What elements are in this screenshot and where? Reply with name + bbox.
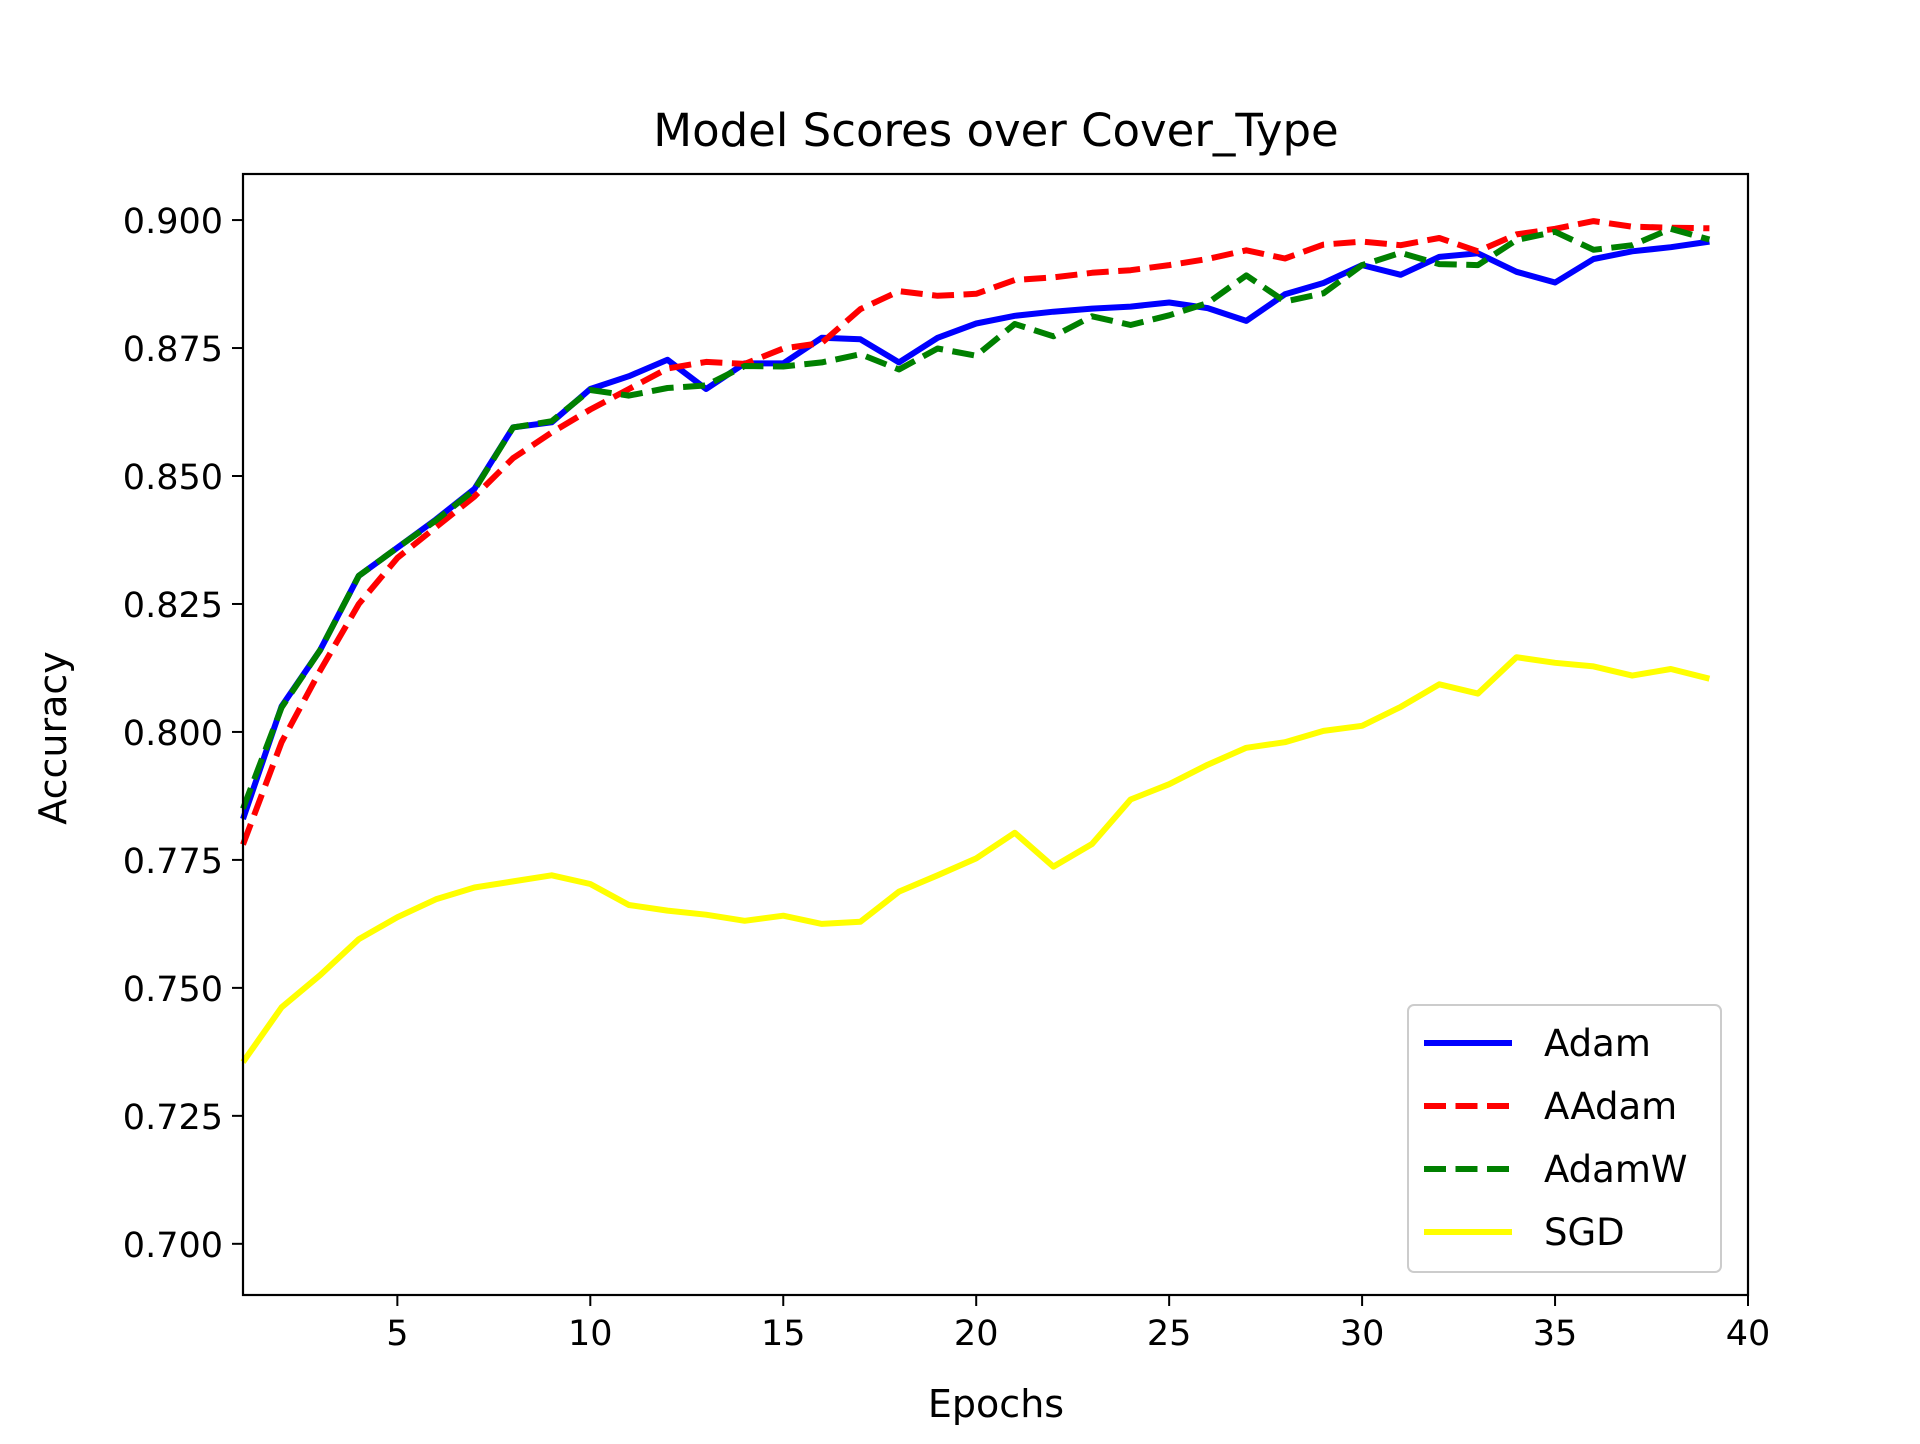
x-axis-label: Epochs	[928, 1382, 1064, 1426]
y-tick-label: 0.900	[123, 202, 223, 242]
legend-label-adamw: AdamW	[1544, 1148, 1687, 1191]
x-tick-label: 10	[568, 1314, 613, 1354]
x-tick-label: 20	[954, 1314, 999, 1354]
x-tick-label: 30	[1340, 1314, 1385, 1354]
chart-title: Model Scores over Cover_Type	[653, 104, 1338, 157]
y-tick-label: 0.825	[123, 586, 223, 626]
legend: Adam AAdam AdamW SGD	[1407, 1004, 1722, 1273]
y-tick-label: 0.700	[123, 1226, 223, 1266]
legend-box	[1407, 1004, 1722, 1273]
x-tick-label: 35	[1533, 1314, 1578, 1354]
series-line-aadam	[240, 218, 1710, 846]
legend-label-adam: Adam	[1544, 1022, 1651, 1065]
x-tick-label: 5	[386, 1314, 408, 1354]
legend-label-sgd: SGD	[1544, 1211, 1625, 1254]
y-axis-label: Accuracy	[31, 651, 75, 825]
plot-frame	[241, 172, 1750, 1297]
y-tick-label: 0.725	[123, 1098, 223, 1138]
x-tick-label: 25	[1147, 1314, 1192, 1354]
y-tick-label: 0.775	[123, 842, 223, 882]
ticks-layer: 5 10 15 20 25 30 35 40 0.700 0.725 0.750 0.775 0.800…	[123, 202, 1770, 1354]
series-line-sgd	[240, 654, 1711, 1064]
y-tick-label: 0.875	[123, 330, 223, 370]
x-tick-label: 15	[761, 1314, 806, 1354]
series-layer	[240, 218, 1711, 1064]
x-tick-label: 40	[1726, 1314, 1771, 1354]
y-tick-label: 0.850	[123, 458, 223, 498]
y-tick-label: 0.750	[123, 970, 223, 1010]
y-tick-label: 0.800	[123, 714, 223, 754]
series-line-adamw	[240, 225, 1711, 810]
legend-label-aadam: AAdam	[1544, 1085, 1677, 1128]
